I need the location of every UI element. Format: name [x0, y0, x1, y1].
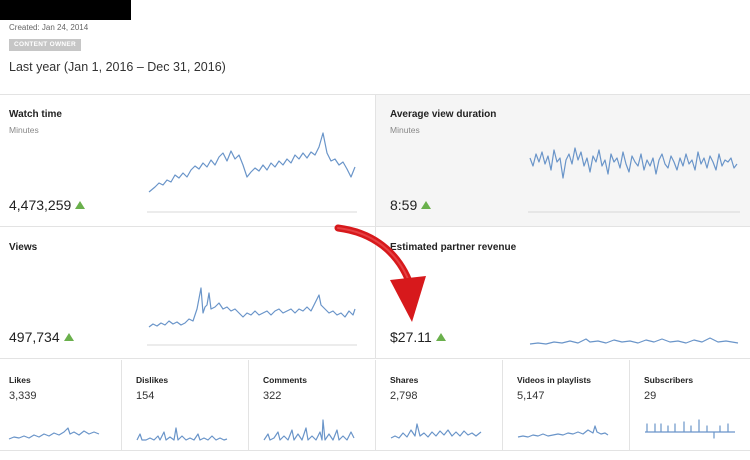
views-sparkline: [147, 287, 357, 346]
dislikes-sparkline: [136, 427, 228, 441]
divider: [0, 450, 750, 451]
card-title: Subscribers: [644, 375, 694, 385]
card-value: 29: [644, 390, 657, 402]
revenue-sparkline: [529, 337, 739, 345]
card-value: 154: [136, 390, 155, 402]
card-title: Comments: [263, 375, 307, 385]
card-value: 322: [263, 390, 282, 402]
redacted-channel-name: [0, 0, 131, 20]
trend-up-icon: [63, 333, 74, 341]
likes-card[interactable]: Likes 3,339: [0, 360, 121, 450]
card-value: $27.11: [390, 329, 446, 345]
comments-sparkline: [263, 419, 355, 441]
card-title: Estimated partner revenue: [390, 242, 517, 253]
card-title: Dislikes: [136, 375, 169, 385]
avg-view-duration-sparkline: [528, 147, 740, 213]
estimated-revenue-card[interactable]: Estimated partner revenue $27.11: [376, 228, 750, 359]
subscribers-sparkline: [645, 419, 735, 439]
shares-card[interactable]: Shares 2,798: [376, 360, 502, 450]
card-title: Videos in playlists: [517, 375, 592, 385]
divider: [375, 94, 376, 359]
card-title: Shares: [390, 375, 419, 385]
likes-sparkline: [8, 427, 100, 440]
divider: [121, 360, 122, 450]
trend-up-icon: [421, 201, 432, 209]
divider: [248, 360, 249, 450]
watch-time-sparkline: [147, 132, 357, 213]
divider: [375, 360, 376, 450]
trend-up-icon: [435, 333, 446, 341]
annotation-arrow-icon: [334, 224, 426, 322]
date-range-label[interactable]: Last year (Jan 1, 2016 – Dec 31, 2016): [9, 60, 226, 74]
trend-up-icon: [75, 201, 86, 209]
content-owner-badge: CONTENT OWNER: [9, 39, 82, 51]
card-value: 4,473,259: [9, 197, 86, 213]
card-value: 5,147: [517, 390, 545, 402]
watch-time-card[interactable]: Watch time Minutes 4,473,259: [0, 95, 375, 227]
card-value: 8:59: [390, 197, 432, 213]
card-title: Watch time: [9, 109, 62, 120]
divider: [502, 360, 503, 450]
card-title: Views: [9, 242, 38, 253]
card-subtitle: Minutes: [9, 125, 39, 135]
card-value: 2,798: [390, 390, 418, 402]
videos-in-playlists-card[interactable]: Videos in playlists 5,147: [503, 360, 629, 450]
card-value: 497,734: [9, 329, 74, 345]
card-title: Average view duration: [390, 109, 497, 120]
avg-view-duration-card[interactable]: Average view duration Minutes 8:59: [376, 95, 750, 227]
divider: [629, 360, 630, 450]
dislikes-card[interactable]: Dislikes 154: [122, 360, 248, 450]
created-date: Created: Jan 24, 2014: [9, 23, 89, 32]
subscribers-card[interactable]: Subscribers 29: [630, 360, 750, 450]
card-title: Likes: [9, 375, 31, 385]
videos-in-playlists-sparkline: [517, 425, 609, 438]
views-card[interactable]: Views 497,734: [0, 228, 375, 359]
card-subtitle: Minutes: [390, 125, 420, 135]
comments-card[interactable]: Comments 322: [249, 360, 375, 450]
card-value: 3,339: [9, 390, 37, 402]
shares-sparkline: [390, 423, 482, 439]
